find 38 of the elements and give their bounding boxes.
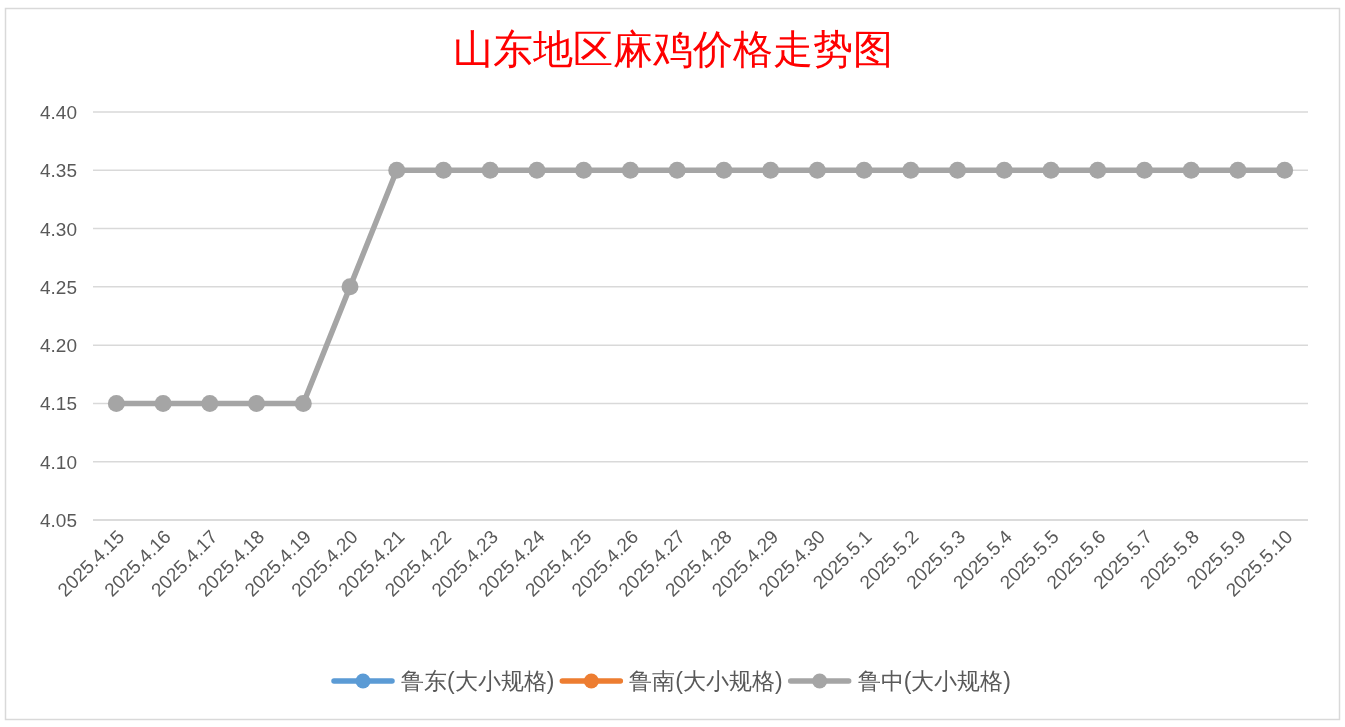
legend-label: 鲁南(大小规格) bbox=[629, 668, 783, 694]
point bbox=[949, 161, 967, 179]
point bbox=[715, 161, 733, 179]
point bbox=[248, 394, 266, 412]
y-tick-label: 4.15 bbox=[40, 393, 77, 415]
point bbox=[808, 161, 826, 179]
point bbox=[995, 161, 1013, 179]
point bbox=[668, 161, 686, 179]
point bbox=[481, 161, 499, 179]
legend-label: 鲁东(大小规格) bbox=[401, 668, 555, 694]
point bbox=[855, 161, 873, 179]
y-tick-label: 4.35 bbox=[40, 160, 77, 182]
point bbox=[1135, 161, 1153, 179]
point bbox=[575, 161, 593, 179]
point bbox=[1276, 161, 1294, 179]
point bbox=[434, 161, 452, 179]
point bbox=[1089, 161, 1107, 179]
y-tick-label: 4.30 bbox=[40, 218, 77, 240]
y-tick-label: 4.40 bbox=[40, 102, 77, 123]
point bbox=[1042, 161, 1060, 179]
point bbox=[762, 161, 780, 179]
point bbox=[902, 161, 920, 179]
y-tick-label: 4.25 bbox=[40, 276, 77, 298]
point bbox=[154, 394, 172, 412]
point bbox=[621, 161, 639, 179]
point bbox=[107, 394, 125, 412]
legend-label: 鲁中(大小规格) bbox=[857, 668, 1011, 694]
point bbox=[294, 394, 312, 412]
point bbox=[528, 161, 546, 179]
point bbox=[1182, 161, 1200, 179]
chart-title: 山东地区麻鸡价格走势图 bbox=[452, 27, 893, 72]
y-tick-label: 4.05 bbox=[40, 510, 77, 531]
y-tick-label: 4.10 bbox=[40, 451, 77, 473]
point bbox=[1229, 161, 1247, 179]
point bbox=[341, 278, 359, 296]
point bbox=[388, 161, 406, 179]
y-tick-label: 4.20 bbox=[40, 335, 77, 357]
point bbox=[201, 394, 219, 412]
